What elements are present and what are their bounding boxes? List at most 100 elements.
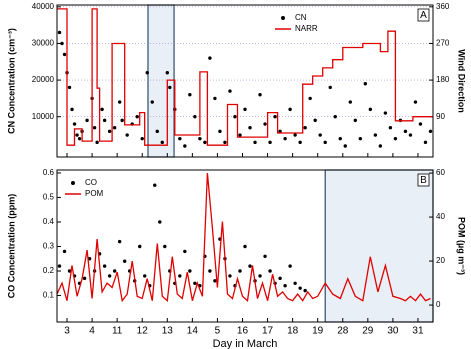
data-point (338, 136, 342, 141)
data-point (368, 107, 373, 112)
y2-tick-label: 180 (436, 75, 450, 84)
data-point (193, 281, 197, 285)
y2-tick-label: 90 (436, 112, 445, 121)
y2-tick-label: 0 (436, 300, 441, 309)
data-point (188, 269, 192, 273)
data-point (313, 118, 317, 123)
data-point (60, 41, 64, 46)
data-point (373, 133, 378, 137)
data-point (238, 269, 242, 273)
legend-marker (281, 16, 285, 20)
data-point (145, 71, 149, 75)
x-tick-label: 3 (64, 326, 70, 337)
data-point (102, 118, 107, 123)
y-tick-label: 0.6 (43, 168, 55, 177)
data-point (178, 274, 182, 278)
x-tick-label: 30 (387, 326, 399, 337)
data-point (423, 140, 428, 145)
data-point (288, 264, 292, 268)
data-point (150, 100, 154, 104)
data-point (122, 259, 127, 263)
data-point (278, 276, 282, 281)
data-point (388, 125, 393, 130)
panel-label: B (420, 175, 427, 186)
data-point (188, 93, 192, 97)
data-point (378, 144, 383, 148)
y-tick-label: 0.5 (43, 193, 55, 202)
data-point (303, 288, 307, 293)
data-point (353, 118, 357, 123)
data-line (57, 8, 433, 146)
x-tick-label: 29 (362, 326, 374, 337)
data-point (198, 136, 202, 141)
legend-label: CO (85, 178, 97, 187)
data-point (233, 115, 237, 119)
data-point (403, 129, 408, 134)
data-point (418, 122, 423, 126)
data-point (163, 244, 167, 249)
y2-tick-label: 20 (436, 256, 445, 265)
data-point (82, 276, 87, 281)
data-point (298, 140, 302, 145)
data-point (333, 115, 337, 119)
data-point (72, 122, 77, 126)
data-point (213, 96, 217, 101)
data-point (278, 129, 282, 134)
y-axis-title: CN Concentration (cm⁻³) (6, 28, 16, 134)
legend-label: POM (85, 189, 104, 198)
data-point (408, 133, 413, 137)
data-point (183, 249, 187, 254)
data-point (165, 71, 169, 75)
data-point (243, 244, 247, 249)
data-point (208, 56, 212, 60)
data-point (85, 118, 89, 123)
data-point (393, 136, 398, 141)
data-point (87, 257, 92, 261)
y-tick-label: 30000 (32, 39, 55, 48)
data-point (92, 125, 97, 130)
y-axis-title: CO Concentration (ppm) (6, 194, 16, 299)
data-point (138, 244, 142, 249)
data-point (428, 129, 433, 134)
x-tick-label: 12 (137, 326, 149, 337)
data-point (248, 264, 252, 268)
data-point (248, 125, 252, 130)
data-point (253, 140, 257, 145)
data-point (348, 100, 352, 104)
data-point (293, 133, 297, 137)
data-point (107, 274, 112, 278)
data-point (70, 107, 74, 112)
plot-frame (56, 4, 434, 158)
data-point (135, 115, 139, 119)
data-point (213, 279, 217, 283)
data-point (117, 239, 122, 244)
data-point (168, 85, 172, 90)
data-point (228, 274, 232, 278)
data-point (143, 274, 147, 278)
y2-tick-label: 60 (436, 168, 445, 177)
data-point (100, 107, 104, 112)
panel-label: A (420, 10, 427, 21)
data-point (298, 286, 302, 290)
data-point (62, 249, 67, 254)
x-tick-label: 5 (215, 326, 221, 337)
data-point (112, 269, 117, 273)
data-point (57, 30, 62, 35)
data-point (413, 100, 418, 104)
data-point (363, 82, 368, 86)
y-tick-label: 10000 (32, 112, 55, 121)
data-point (77, 136, 82, 141)
data-point (328, 85, 332, 90)
x-tick-label: 11 (112, 326, 123, 337)
data-point (293, 281, 297, 285)
x-tick-label: 17 (262, 326, 274, 337)
legend-label: NARR (295, 24, 318, 33)
data-point (107, 129, 112, 134)
data-point (228, 89, 232, 93)
data-point (273, 115, 277, 119)
data-point (283, 284, 287, 288)
x-tick-label: 18 (287, 326, 299, 337)
data-point (158, 220, 162, 224)
data-point (223, 140, 227, 145)
